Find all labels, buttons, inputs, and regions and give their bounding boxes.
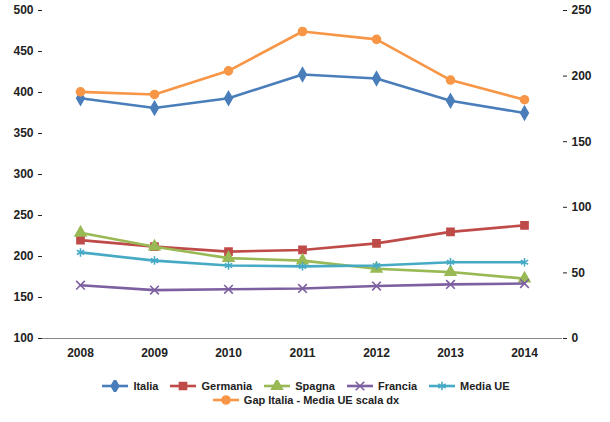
svg-text:0: 0: [572, 331, 579, 345]
svg-text:50: 50: [572, 266, 586, 280]
svg-text:250: 250: [13, 208, 33, 222]
svg-text:350: 350: [13, 126, 33, 140]
svg-text:200: 200: [13, 249, 33, 263]
html-text:Francia: Francia: [378, 380, 418, 392]
svg-text:100: 100: [13, 331, 33, 345]
svg-text:300: 300: [13, 167, 33, 181]
svg-text:2012: 2012: [363, 346, 390, 360]
svg-text:150: 150: [13, 290, 33, 304]
svg-text:2010: 2010: [215, 346, 242, 360]
svg-text:250: 250: [572, 3, 592, 17]
svg-text:2008: 2008: [67, 346, 94, 360]
svg-text:2009: 2009: [141, 346, 168, 360]
svg-text:500: 500: [13, 3, 33, 17]
html-text:Spagna: Spagna: [295, 380, 335, 392]
html-text:Italia: Italia: [133, 380, 159, 392]
svg-text:2014: 2014: [511, 346, 538, 360]
svg-text:200: 200: [572, 69, 592, 83]
html-text:Germania: Germania: [201, 380, 253, 392]
svg-text:450: 450: [13, 44, 33, 58]
svg-text:400: 400: [13, 85, 33, 99]
html-text:Media UE: Media UE: [460, 380, 510, 392]
html-text:Gap Italia - Media UE scala dx: Gap Italia - Media UE scala dx: [243, 394, 400, 406]
svg-text:100: 100: [572, 200, 592, 214]
svg-text:2011: 2011: [289, 346, 315, 360]
svg-text:2013: 2013: [437, 346, 464, 360]
svg-text:150: 150: [572, 135, 592, 149]
